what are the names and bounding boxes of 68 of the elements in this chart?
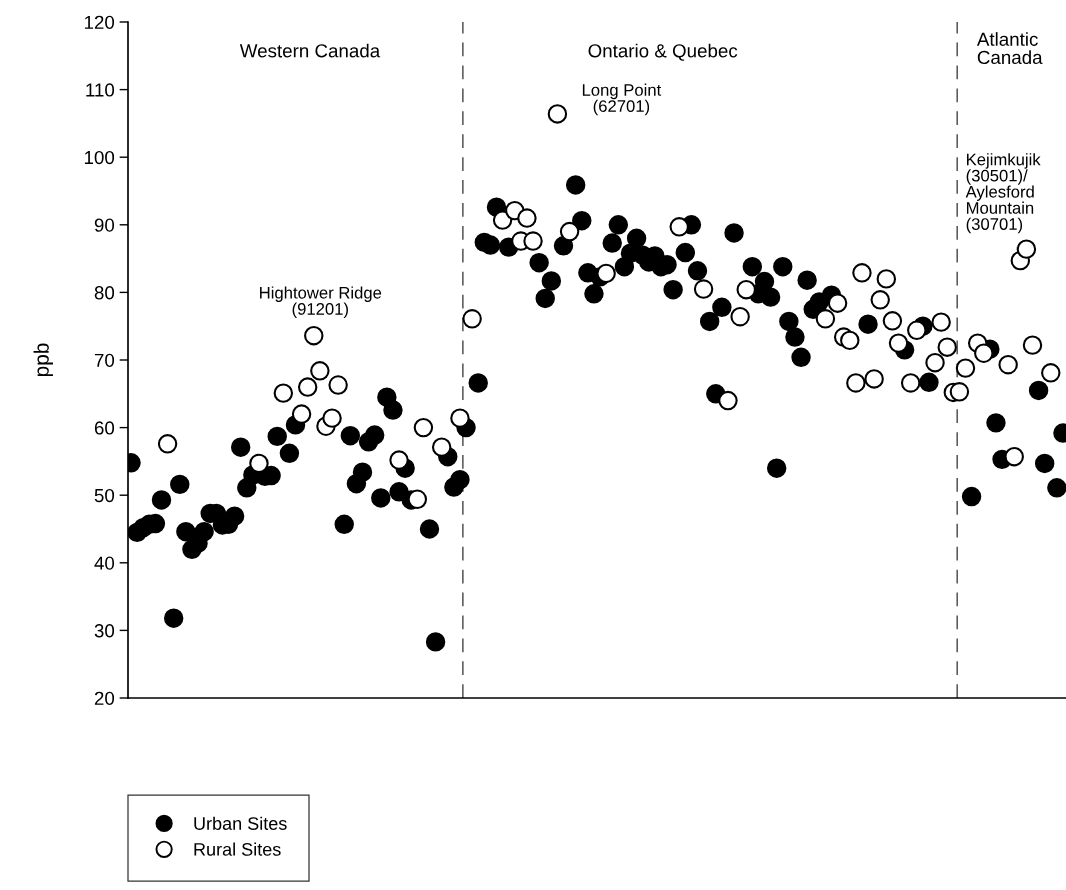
point [462,309,482,329]
point [389,450,409,470]
point [870,290,890,310]
point [413,417,434,438]
point [669,217,689,237]
y-tick-label: 30 [94,624,115,638]
point [1004,446,1024,467]
point [273,383,294,403]
point [937,337,957,357]
point [693,279,714,299]
point [249,453,269,474]
y-tick-label: 40 [94,556,115,570]
legend-label: Urban Sites [194,816,287,830]
y-tick-label: 90 [94,218,115,232]
point [596,263,616,284]
point [840,330,860,351]
point [1041,363,1061,383]
point [900,373,921,393]
point [328,375,348,395]
point [559,221,580,242]
point [1016,239,1037,259]
point [304,325,324,346]
point [517,208,537,228]
point [407,489,428,509]
point [450,408,470,428]
point [998,355,1018,375]
point [718,390,738,411]
point [876,269,897,289]
point [523,231,543,251]
y-tick-label: 60 [94,421,115,435]
point [925,352,945,373]
point [291,404,312,424]
y-axis-title: ppb [33,343,53,377]
y-tick-label: 50 [94,488,115,503]
point [736,279,756,300]
point [547,104,568,124]
point [955,358,976,378]
y-tick-label: 20 [94,691,115,705]
point [888,333,909,353]
point [907,320,927,340]
point [864,369,884,389]
legend-label: Rural Sites [194,842,281,856]
point [310,361,330,381]
point [322,408,342,428]
annotation: Western Canada [239,43,381,58]
annotation: Kejimkujik (30501)/ Aylesford Mountain (30701) [965,153,1041,234]
point [431,437,452,457]
point [931,312,951,332]
point [827,293,848,313]
y-tick-label: 120 [84,15,115,29]
point [846,373,866,393]
y-tick-label: 100 [84,150,115,165]
annotation: Hightower Ridge (91201) [260,286,382,319]
y-tick-label: 70 [94,353,115,367]
point [974,343,994,363]
annotation: Atlantic Canada [976,32,1043,65]
point [815,309,836,329]
point [297,377,318,397]
y-tick-label: 110 [86,83,115,97]
point [882,311,903,331]
point [157,434,178,454]
point [1022,335,1043,355]
annotation: Ontario & Quebec [588,43,738,61]
annotation: Long Point (62701) [582,83,662,116]
point [949,382,970,402]
point [852,263,872,283]
point [730,307,750,327]
y-tick-label: 80 [94,286,115,300]
